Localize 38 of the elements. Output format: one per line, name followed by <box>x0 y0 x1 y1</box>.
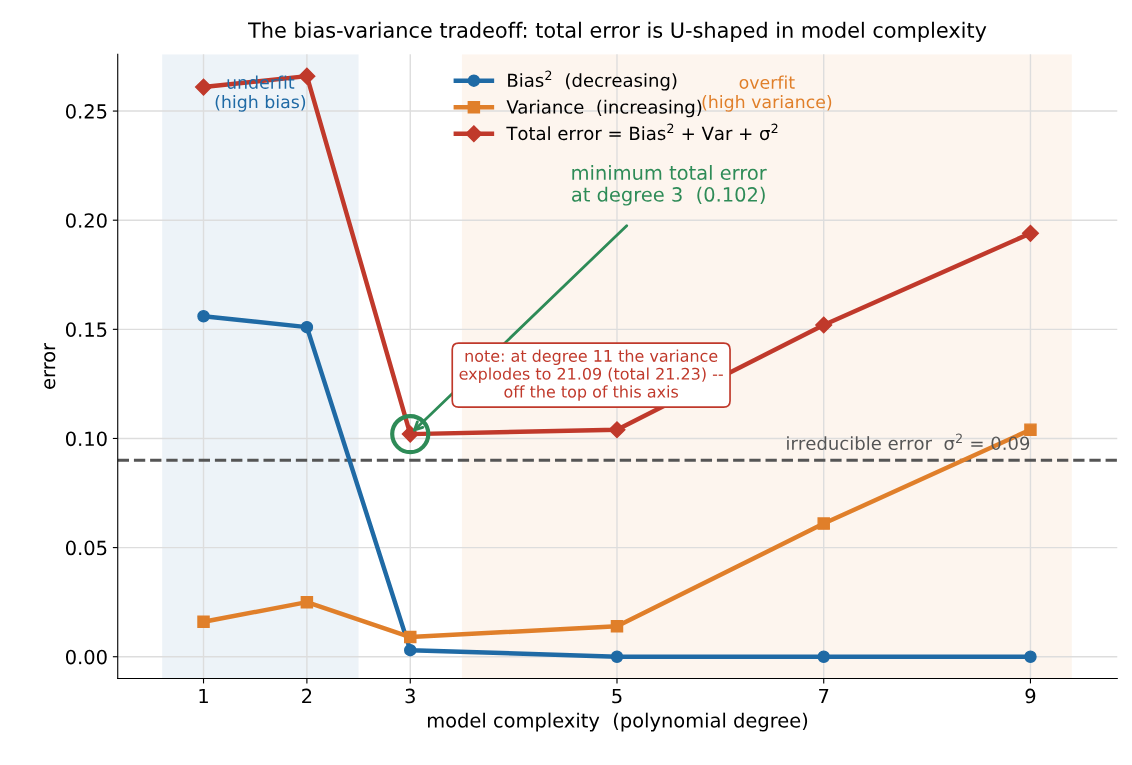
y-axis-title: error <box>44 342 56 389</box>
point <box>194 78 213 96</box>
point <box>1021 224 1040 242</box>
point <box>815 316 833 334</box>
y-tick-label: 0.10 <box>65 431 107 447</box>
point <box>1024 650 1037 663</box>
x-tick-label: 7 <box>819 688 829 704</box>
legend-label: Bias$^{2}$ (decreasing) <box>508 70 677 91</box>
annotation: minimum total error at degree 3 (0.102) <box>572 164 767 206</box>
band-label: overfit (high variance) <box>702 75 832 112</box>
chart-title: The bias-variance tradeoff: total error is U-shaped in model complexity <box>248 21 987 42</box>
y-tick-label: 0.05 <box>65 540 107 556</box>
point <box>817 517 830 530</box>
legend-label: Variance (increasing) <box>506 99 702 118</box>
y-tick-label: 0.00 <box>65 649 107 665</box>
point <box>300 595 314 609</box>
y-tick-label: 0.20 <box>65 213 107 228</box>
legend-label: Total error = Bias$^{2}$ + Var + σ$^{2}$ <box>506 123 778 141</box>
point <box>300 320 314 334</box>
point <box>610 619 624 633</box>
y-tick-label: 0.25 <box>65 104 107 119</box>
x-axis-title: model complexity (polynomial degree) <box>428 712 808 732</box>
x-tick-label: 3 <box>405 688 415 704</box>
point <box>1024 423 1037 436</box>
x-tick-label: 5 <box>612 688 622 704</box>
point <box>610 650 624 663</box>
point <box>197 615 210 629</box>
point <box>197 309 210 323</box>
point <box>817 650 830 663</box>
x-tick-label: 2 <box>302 688 312 704</box>
point <box>608 421 626 439</box>
y-tick-label: 0.15 <box>65 322 107 337</box>
point <box>298 67 316 85</box>
annotation: note: at degree 11 the variance explodes to 21.09 (total 21.23) -- off the top of this axis <box>459 349 723 401</box>
x-tick-label: 9 <box>1025 688 1036 704</box>
point <box>404 630 417 644</box>
point <box>404 643 417 657</box>
x-tick-label: 1 <box>199 688 208 704</box>
